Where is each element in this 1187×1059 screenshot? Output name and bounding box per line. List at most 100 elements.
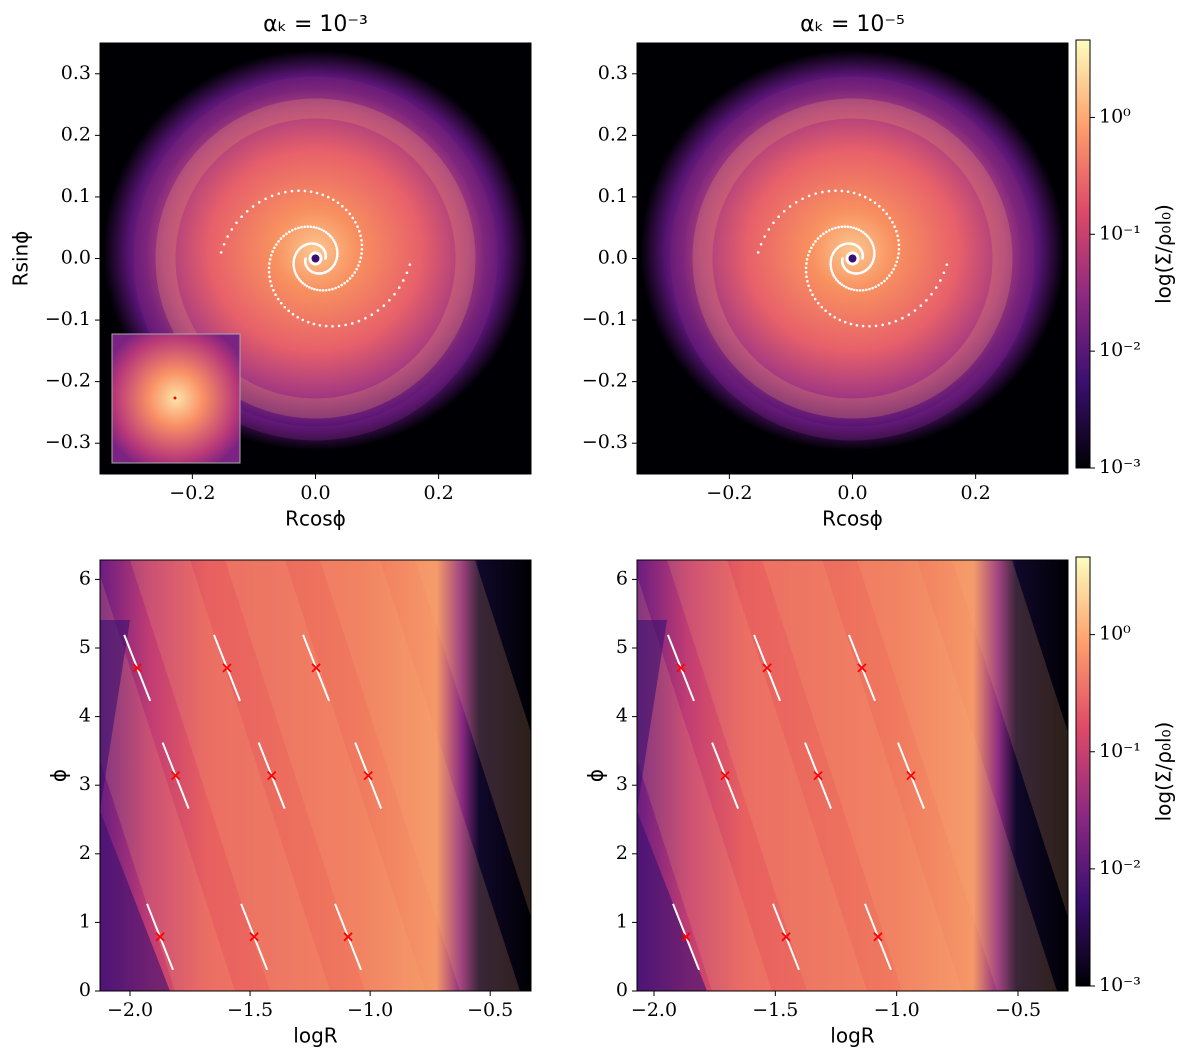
colorbar-tick-label: 10⁻¹	[1099, 740, 1141, 762]
spiral-dot	[885, 212, 889, 216]
spiral-dot	[274, 293, 277, 297]
spiral-dot	[843, 320, 847, 324]
spiral-dot	[275, 243, 278, 246]
spiral-dot	[819, 234, 822, 238]
spiral-dot	[360, 243, 364, 247]
spiral-dot	[794, 200, 798, 204]
spiral-dot	[821, 190, 824, 194]
spiral-dot	[251, 205, 255, 208]
y-tick-label: 4	[616, 705, 628, 727]
y-tick-label: −0.3	[45, 431, 91, 453]
spiral-dot	[885, 277, 889, 280]
marker	[363, 770, 373, 781]
spiral-dot	[840, 225, 844, 229]
spiral-dot	[301, 318, 305, 322]
spiral-dot	[271, 250, 274, 253]
spiral-dot	[376, 309, 380, 312]
spiral-dot	[878, 204, 881, 208]
spiral-dot	[295, 274, 298, 277]
spiral-dot	[348, 212, 352, 216]
spiral-dot	[816, 237, 820, 240]
spiral-dot	[837, 225, 840, 229]
y-tick-label: 2	[616, 842, 628, 864]
spiral-dot	[360, 247, 364, 251]
spiral-dot	[806, 253, 810, 257]
y-axis-label: ϕ	[47, 769, 71, 782]
spiral-dot	[279, 301, 283, 305]
spiral-dot	[357, 264, 360, 267]
spiral-dot	[292, 263, 295, 267]
spiral-dot	[838, 318, 842, 322]
marker	[222, 663, 232, 673]
spiral-dot	[343, 281, 346, 285]
spiral-dot	[896, 234, 899, 238]
band	[225, 560, 425, 991]
y-tick-label: 0.2	[61, 123, 91, 145]
y-tick-label: 5	[79, 636, 91, 658]
y-tick-label: 0	[79, 979, 91, 1001]
y-tick-label: 3	[616, 773, 628, 795]
x-tick-label: 0.2	[424, 482, 454, 504]
spiral-dot	[827, 189, 831, 193]
x-tick-label: −1.5	[227, 999, 273, 1021]
spiral-dot	[836, 279, 840, 283]
marker	[781, 932, 791, 942]
spiral-dot	[358, 229, 361, 233]
x-tick-label: −1.5	[752, 999, 798, 1021]
spiral-dot	[772, 221, 775, 225]
spiral-dot	[868, 238, 872, 241]
spiral-dot	[318, 323, 322, 327]
spiral-dot	[297, 278, 301, 281]
spiral-dot	[895, 229, 898, 233]
spiral-dot	[893, 225, 896, 229]
spiral-dot	[831, 271, 834, 275]
colorbar-tick-label: 10⁻³	[1099, 456, 1141, 478]
spiral-dot	[897, 243, 901, 247]
spiral-dot	[913, 309, 917, 312]
spiral-dot	[291, 228, 294, 232]
spiral-dot	[824, 309, 827, 313]
spiral-dot	[222, 242, 226, 246]
colorbar-tick-label: 10⁻¹	[1099, 222, 1141, 244]
spiral-dot	[303, 283, 307, 286]
ring	[692, 98, 1013, 419]
spiral-dot	[890, 271, 893, 274]
spiral-dot	[333, 240, 336, 243]
spiral-dot	[336, 201, 340, 205]
spiral-dot	[312, 322, 316, 326]
spiral-dot	[874, 285, 877, 289]
spiral-dot	[874, 324, 878, 328]
spiral-dot	[299, 279, 303, 283]
spiral-dot	[307, 285, 311, 289]
spiral-dot	[805, 257, 809, 261]
band	[637, 575, 772, 991]
ring	[155, 98, 476, 419]
spiral-dot	[788, 205, 792, 208]
spiral-dot	[296, 315, 300, 319]
x-axis-label: Rcosϕ	[285, 507, 346, 531]
spiral-dot	[405, 271, 409, 275]
spiral-dot	[309, 225, 313, 229]
marker	[813, 770, 823, 781]
spiral-dot	[834, 278, 838, 281]
spiral-dot	[284, 190, 287, 194]
spiral-dot	[849, 225, 852, 229]
spiral-dot	[829, 265, 833, 269]
spiral-dot	[245, 209, 249, 213]
spiral-dot	[868, 324, 871, 328]
spiral-dot	[877, 283, 881, 287]
spiral-dot	[828, 228, 831, 232]
spiral-dot	[829, 267, 833, 271]
spiral-dot	[292, 259, 296, 262]
spiral-dot	[297, 226, 300, 230]
marker	[676, 663, 686, 673]
spiral-dot	[759, 242, 763, 246]
x-tick-label: −0.2	[169, 482, 215, 504]
spiral-dot	[326, 195, 330, 199]
spiral-dot	[808, 250, 811, 253]
spiral-dot	[881, 323, 884, 327]
spiral-dot	[292, 265, 296, 269]
spiral-dot	[300, 225, 303, 229]
marker	[155, 932, 165, 942]
